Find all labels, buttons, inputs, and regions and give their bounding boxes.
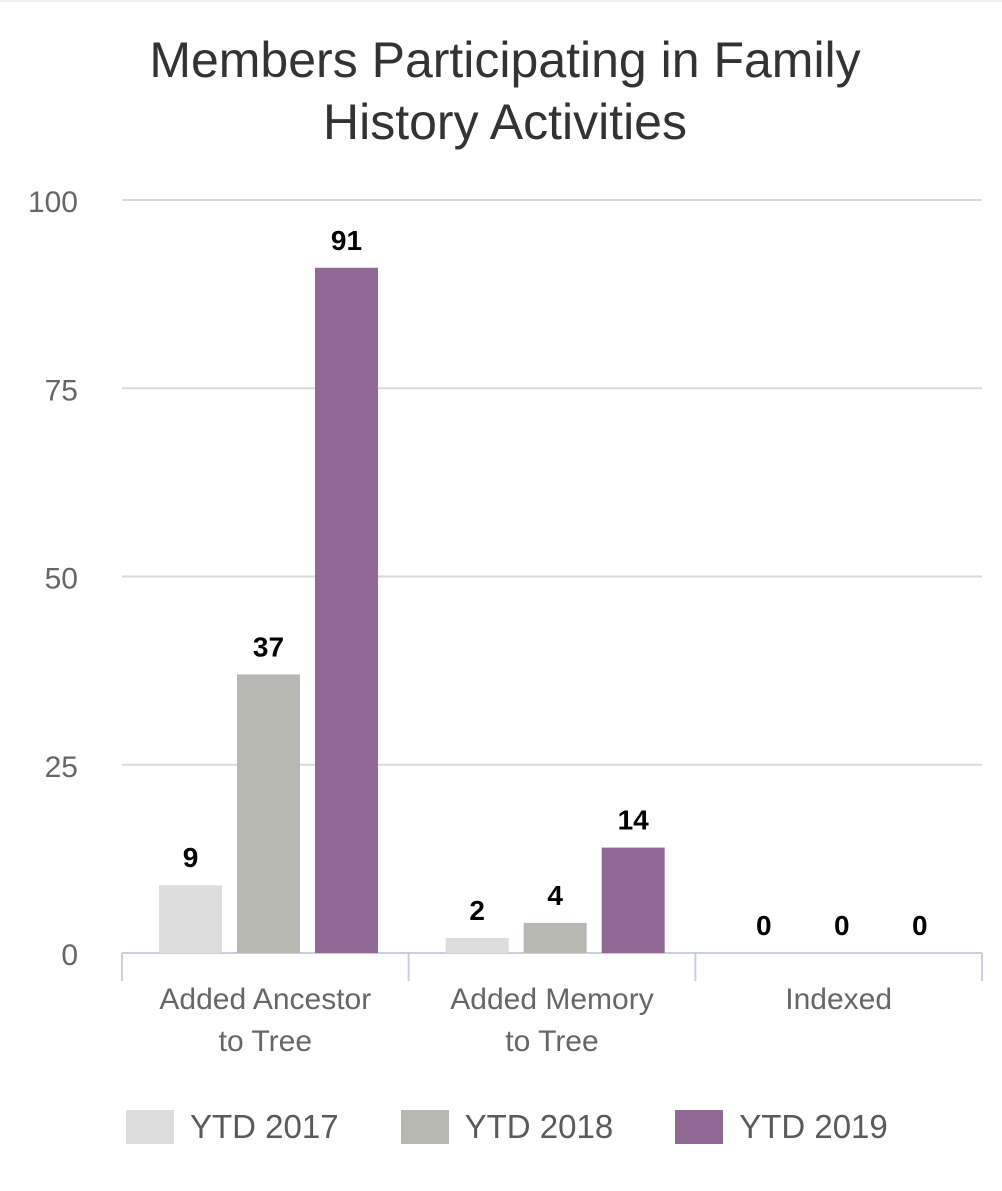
legend-swatch-ytd-2018 — [400, 1110, 449, 1144]
data-label-series-1-category-1: 4 — [547, 880, 563, 911]
legend-item-ytd-2017[interactable]: YTD 2017 — [126, 1108, 339, 1146]
data-label-series-2-category-1: 14 — [618, 805, 650, 836]
y-tick-label-75: 75 — [45, 374, 78, 407]
x-tick-label-0-line-0: Added Ancestor — [159, 983, 371, 1016]
data-label-series-1-category-0: 37 — [253, 631, 284, 662]
bar-series-0-category-1 — [445, 937, 509, 953]
data-label-series-1-category-2: 0 — [834, 910, 850, 941]
x-tick-label-2-line-0: Indexed — [785, 983, 892, 1016]
data-label-series-0-category-0: 9 — [183, 842, 199, 873]
bar-series-2-category-1 — [601, 847, 665, 953]
data-label-series-2-category-0: 91 — [331, 225, 362, 256]
legend-swatch-ytd-2019 — [675, 1110, 724, 1144]
data-label-series-2-category-2: 0 — [912, 910, 928, 941]
x-tick-label-1-line-1: to Tree — [505, 1025, 598, 1058]
y-tick-label-0: 0 — [61, 939, 78, 972]
data-label-series-0-category-1: 2 — [469, 895, 485, 926]
legend-label-ytd-2018: YTD 2018 — [464, 1108, 614, 1145]
bar-series-1-category-1 — [523, 922, 587, 953]
bar-series-0-category-0 — [159, 885, 222, 953]
x-tick-label-1-line-0: Added Memory — [450, 983, 653, 1016]
y-tick-label-100: 100 — [28, 186, 78, 219]
bar-series-1-category-0 — [237, 674, 300, 953]
legend-item-ytd-2018[interactable]: YTD 2018 — [400, 1108, 614, 1146]
y-tick-label-25: 25 — [45, 751, 78, 784]
x-tick-label-0-line-1: to Tree — [219, 1025, 312, 1058]
legend-label-ytd-2019: YTD 2019 — [739, 1108, 888, 1145]
legend-label-ytd-2017: YTD 2017 — [190, 1108, 339, 1145]
legend-swatch-ytd-2017 — [126, 1110, 174, 1144]
data-label-series-0-category-2: 0 — [756, 910, 772, 941]
y-tick-label-50: 50 — [45, 563, 78, 596]
chart-legend: YTD 2017 YTD 2018 YTD 2019 — [126, 1108, 950, 1146]
legend-item-ytd-2019[interactable]: YTD 2019 — [675, 1108, 888, 1146]
chart-title-line-2: History Activities — [323, 94, 687, 150]
chart-title-line-1: Members Participating in Family — [149, 32, 861, 88]
bar-series-2-category-0 — [315, 267, 378, 953]
